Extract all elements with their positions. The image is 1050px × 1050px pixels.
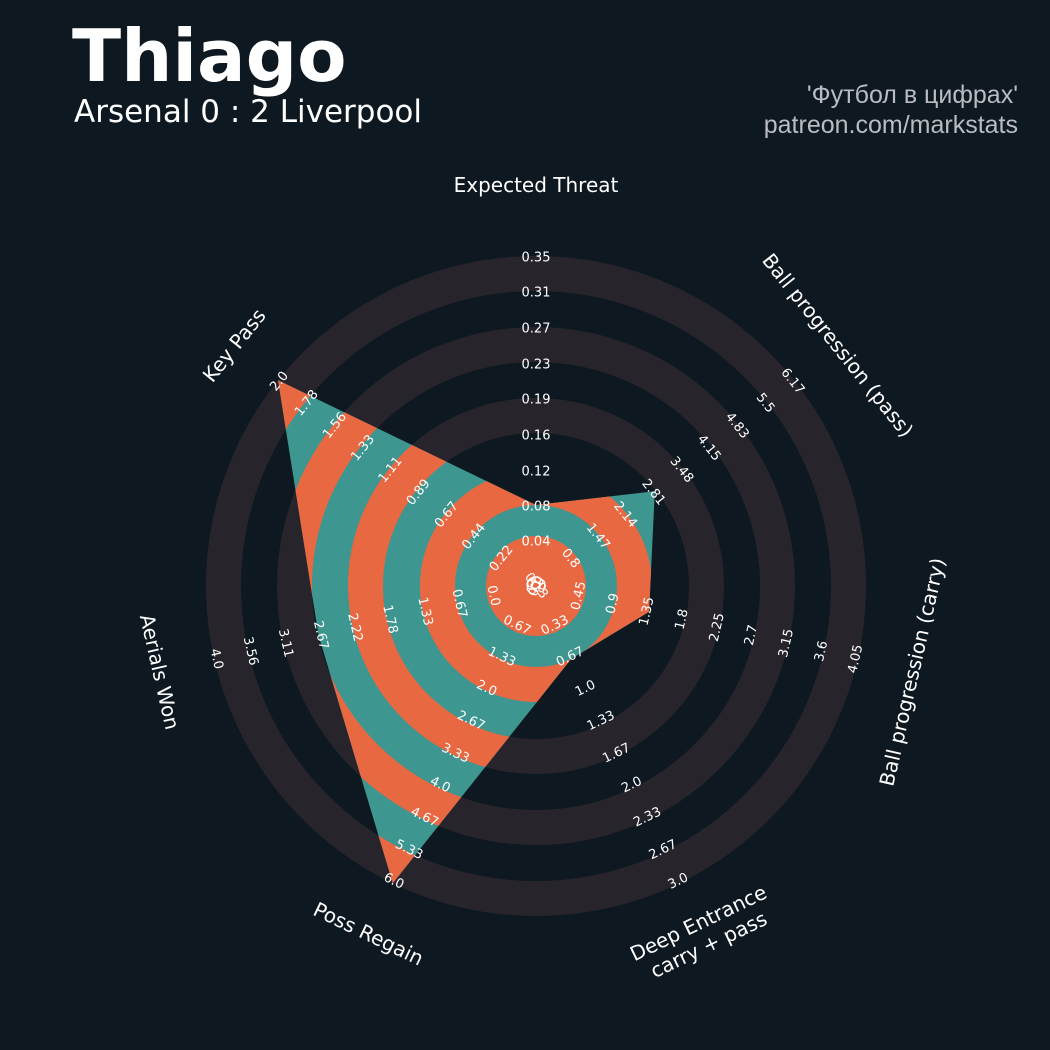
tick-label: 3.15 [776, 627, 797, 659]
range-ring [277, 327, 795, 845]
axis-title-line: Ball progression (carry) [875, 555, 951, 788]
tick-label: 0.31 [522, 286, 551, 301]
tick-label: 0.0 [526, 579, 547, 594]
axis-title: Aerials Won [135, 612, 185, 732]
axis-title-line: Key Pass [198, 304, 271, 387]
tick-label: 0.67 [448, 588, 469, 620]
credit-block: 'Футбол в цифрах' patreon.com/markstats [764, 80, 1018, 140]
tick-label: 3.11 [275, 627, 296, 659]
tick-label: 1.35 [637, 596, 658, 628]
tick-label: 4.05 [845, 643, 866, 675]
axis-title: Expected Threat [454, 173, 619, 197]
tick-label: 0.45 [568, 580, 589, 612]
tick-label: 0.9 [603, 592, 622, 616]
tick-label: 1.8 [673, 608, 692, 632]
tick-label: 2.67 [310, 619, 331, 651]
axis-title-line: Aerials Won [135, 612, 185, 732]
tick-label: 3.6 [812, 639, 831, 663]
tick-label: 0.08 [522, 500, 551, 515]
tick-label: 1.33 [414, 596, 435, 628]
tick-label: 0.27 [522, 322, 551, 337]
tick-label: 0.12 [522, 465, 551, 480]
tick-label: 4.0 [207, 647, 226, 671]
tick-label: 0.04 [522, 535, 551, 550]
tick-label: 0.23 [522, 358, 551, 373]
axis-ticks: 0.0 0.04 0.08 0.12 0.16 0.19 0.23 0.27 0.31 0.35 [522, 251, 551, 594]
axis-ticks: 0.0 0.67 1.33 1.78 2.22 2.67 3.11 3.56 4.0 [207, 584, 503, 671]
tick-label: 0.35 [522, 251, 551, 266]
tick-label: 1.78 [379, 604, 400, 636]
polygon-center [486, 536, 586, 636]
tick-label: 2.25 [707, 612, 728, 644]
tick-label: 3.56 [240, 635, 261, 667]
tick-label: 2.7 [742, 623, 761, 647]
match-result: Arsenal 0 : 2 Liverpool [74, 94, 423, 130]
tick-label: 0.0 [526, 574, 545, 598]
tick-label: 1.0 [573, 677, 598, 699]
axis-title-line: Poss Regain [310, 897, 428, 970]
credit-line-2: patreon.com/markstats [763, 111, 1018, 139]
axis-ticks: 0.0 0.45 0.9 1.35 1.8 2.25 2.7 3.15 3.6 4.05 [526, 574, 866, 675]
player-name: Thiago [72, 14, 347, 98]
credit-line-1: 'Футбол в цифрах' [806, 81, 1018, 109]
axis-title: Poss Regain [310, 897, 428, 970]
axis-title-line: Expected Threat [454, 173, 619, 197]
tick-label: 0.0 [483, 584, 502, 608]
tick-label: 2.22 [344, 612, 365, 644]
range-ring [206, 256, 866, 916]
tick-label: 0.16 [522, 429, 551, 444]
axis-title: Key Pass [198, 304, 271, 387]
tick-label: 0.19 [522, 393, 551, 408]
axis-title: Ball progression (carry) [875, 555, 951, 788]
